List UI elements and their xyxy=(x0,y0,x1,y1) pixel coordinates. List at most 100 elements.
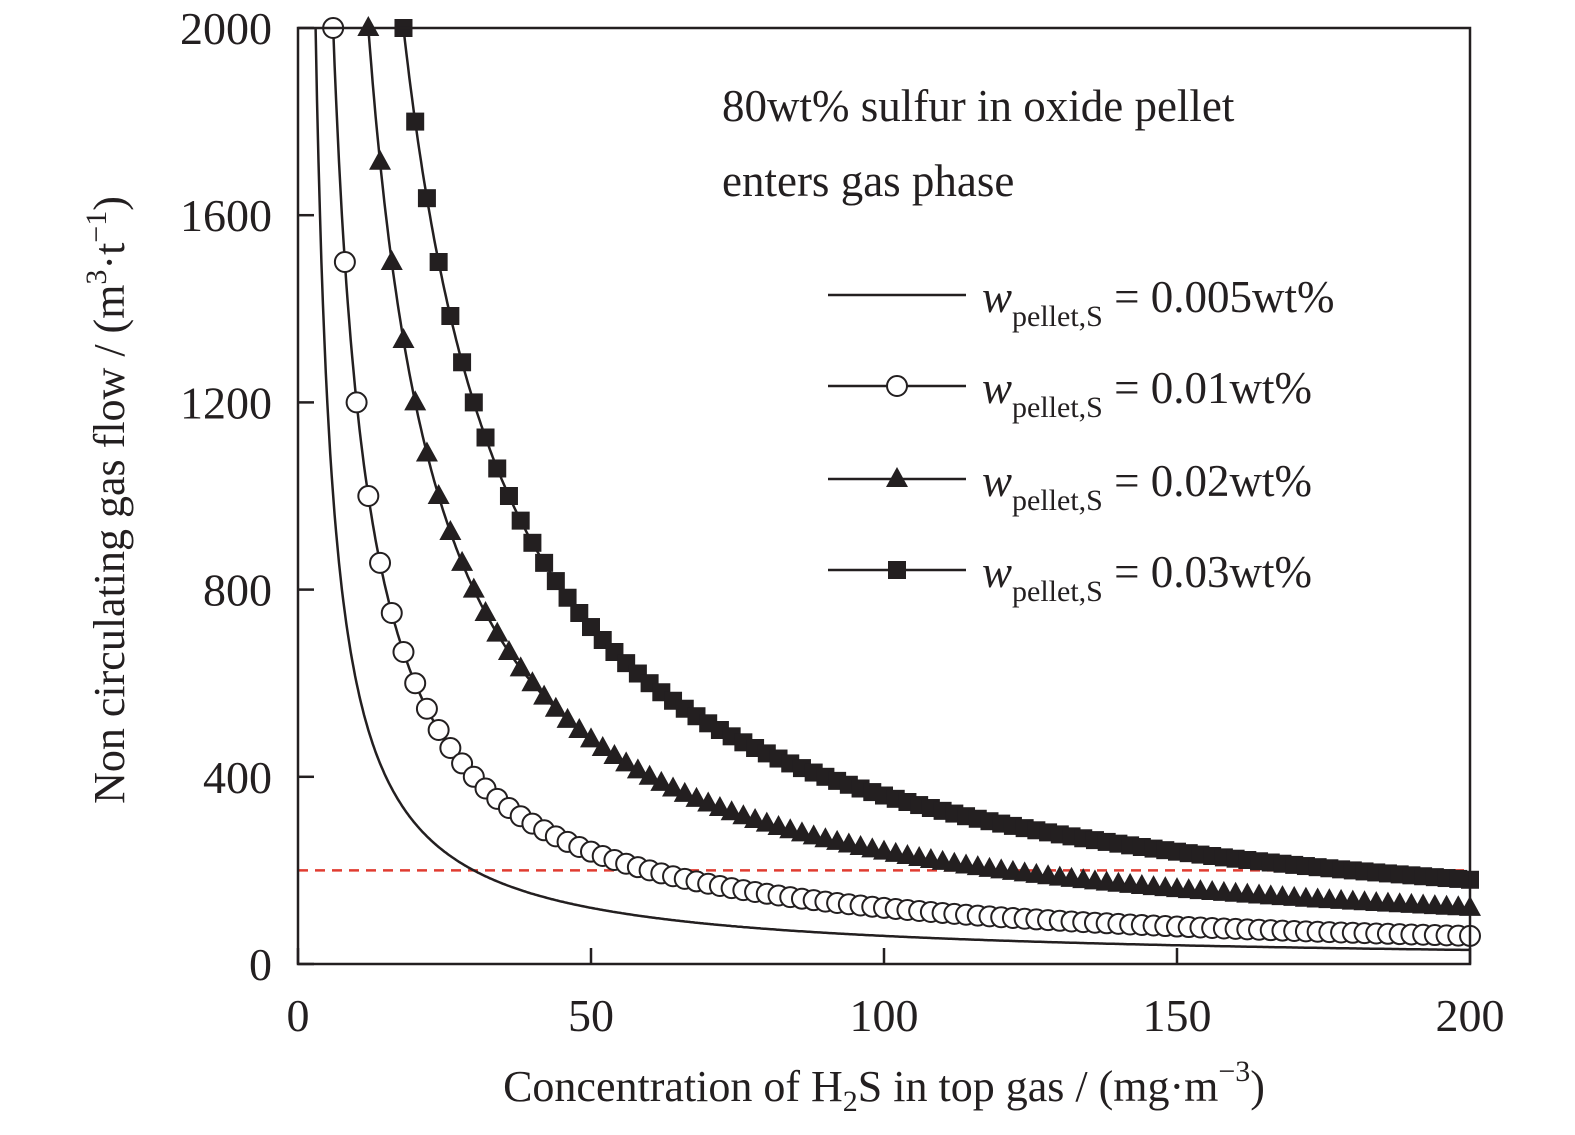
legend-marker-3 xyxy=(888,561,906,579)
data-point xyxy=(404,390,427,411)
legend-value: = 0.01wt% xyxy=(1103,363,1312,413)
legend-label-1: wpellet,S = 0.01wt% xyxy=(982,363,1312,424)
data-point xyxy=(380,602,403,624)
y-axis-title-sup2: −1 xyxy=(80,211,113,243)
data-point xyxy=(392,328,415,348)
x-axis-title-end: ) xyxy=(1250,1062,1265,1111)
y-tick-label: 0 xyxy=(249,939,272,990)
data-point xyxy=(369,149,392,170)
data-point xyxy=(546,572,565,591)
data-point xyxy=(521,671,544,692)
y-tick-label: 1200 xyxy=(180,377,272,428)
data-point xyxy=(486,621,509,642)
series-open-circle xyxy=(322,17,1481,947)
data-point xyxy=(429,253,448,271)
legend-marker-1 xyxy=(886,375,908,397)
x-tick-label: 0 xyxy=(287,990,310,1041)
y-tick-label: 800 xyxy=(203,565,272,616)
data-point xyxy=(497,640,520,660)
y-axis-title: Non circulating gas flow / (m3·t−1) xyxy=(80,196,134,804)
data-point xyxy=(603,744,626,764)
x-axis-title: Concentration of H2S in top gas / (mg·m−… xyxy=(503,1055,1265,1118)
y-tick-label: 400 xyxy=(203,752,272,803)
legend-subscript: pellet,S xyxy=(1012,484,1103,517)
series-none xyxy=(314,27,1471,952)
legend-label-2: wpellet,S = 0.02wt% xyxy=(982,456,1312,517)
data-point xyxy=(720,800,743,821)
data-point xyxy=(406,112,425,131)
data-point xyxy=(708,796,731,816)
legend-subscript: pellet,S xyxy=(1012,391,1103,424)
data-point xyxy=(511,511,530,530)
data-point xyxy=(453,353,472,372)
data-point xyxy=(345,391,368,414)
series-layer xyxy=(314,16,1481,952)
data-point xyxy=(369,551,392,574)
data-point xyxy=(615,751,638,772)
y-tick-label: 1600 xyxy=(180,190,272,241)
data-point xyxy=(427,484,450,504)
series-line-0 xyxy=(314,27,1471,952)
data-point xyxy=(474,601,497,621)
series-filled-triangle xyxy=(357,16,1481,916)
data-point xyxy=(685,786,708,807)
data-point xyxy=(662,776,685,797)
y-axis-title-end: ) xyxy=(85,196,134,211)
legend-value: = 0.005wt% xyxy=(1103,272,1335,322)
data-point xyxy=(499,487,518,505)
data-point xyxy=(417,189,436,208)
legend-symbol: w xyxy=(982,456,1012,506)
data-point xyxy=(556,707,579,728)
legend-subscript: pellet,S xyxy=(1012,575,1103,608)
x-tick-label: 150 xyxy=(1143,990,1212,1041)
legend: wpellet,S = 0.005wt%wpellet,S = 0.01wt%w… xyxy=(828,272,1334,608)
data-point xyxy=(697,791,720,812)
data-point xyxy=(626,758,649,779)
x-tick-label: 200 xyxy=(1436,990,1505,1041)
data-point xyxy=(523,533,542,552)
data-point xyxy=(464,393,483,412)
data-point xyxy=(580,727,602,748)
data-point xyxy=(357,16,380,36)
series-filled-square xyxy=(394,19,1479,889)
data-point xyxy=(509,656,532,677)
y-tick-label: 2000 xyxy=(180,3,272,54)
legend-symbol: w xyxy=(982,272,1012,322)
data-point xyxy=(462,577,485,598)
legend-symbol: w xyxy=(982,363,1012,413)
data-point xyxy=(535,553,554,572)
data-point xyxy=(415,697,438,720)
data-point xyxy=(333,251,356,273)
y-axis-title-prefix: Non circulating gas flow / (m xyxy=(85,285,134,804)
legend-subscript: pellet,S xyxy=(1012,300,1103,333)
annotation-line-2: enters gas phase xyxy=(722,156,1014,206)
legend-value: = 0.03wt% xyxy=(1103,547,1312,597)
data-point xyxy=(673,781,696,802)
x-axis-title-suffix: S in top gas / (mg·m xyxy=(858,1062,1219,1111)
x-axis-title-prefix: Concentration of H xyxy=(503,1062,843,1111)
data-point xyxy=(488,459,507,478)
legend-label-0: wpellet,S = 0.005wt% xyxy=(982,272,1334,333)
data-point xyxy=(404,672,427,695)
data-point xyxy=(392,641,415,663)
legend-marker-2 xyxy=(886,467,908,487)
data-point xyxy=(570,604,589,622)
data-point xyxy=(476,428,495,447)
data-point xyxy=(427,719,450,741)
x-tick-label: 100 xyxy=(850,990,919,1041)
data-point xyxy=(441,307,460,325)
data-point xyxy=(732,804,755,825)
data-point xyxy=(533,684,556,705)
data-point xyxy=(591,736,614,756)
data-point xyxy=(451,550,474,571)
data-point xyxy=(558,588,577,607)
data-point xyxy=(544,696,567,717)
data-point xyxy=(380,250,403,270)
data-point xyxy=(568,718,591,738)
x-axis-title-sup: −3 xyxy=(1218,1055,1250,1088)
data-point xyxy=(638,764,661,785)
legend-symbol: w xyxy=(982,547,1012,597)
y-axis-title-mid: ·t xyxy=(85,243,134,270)
